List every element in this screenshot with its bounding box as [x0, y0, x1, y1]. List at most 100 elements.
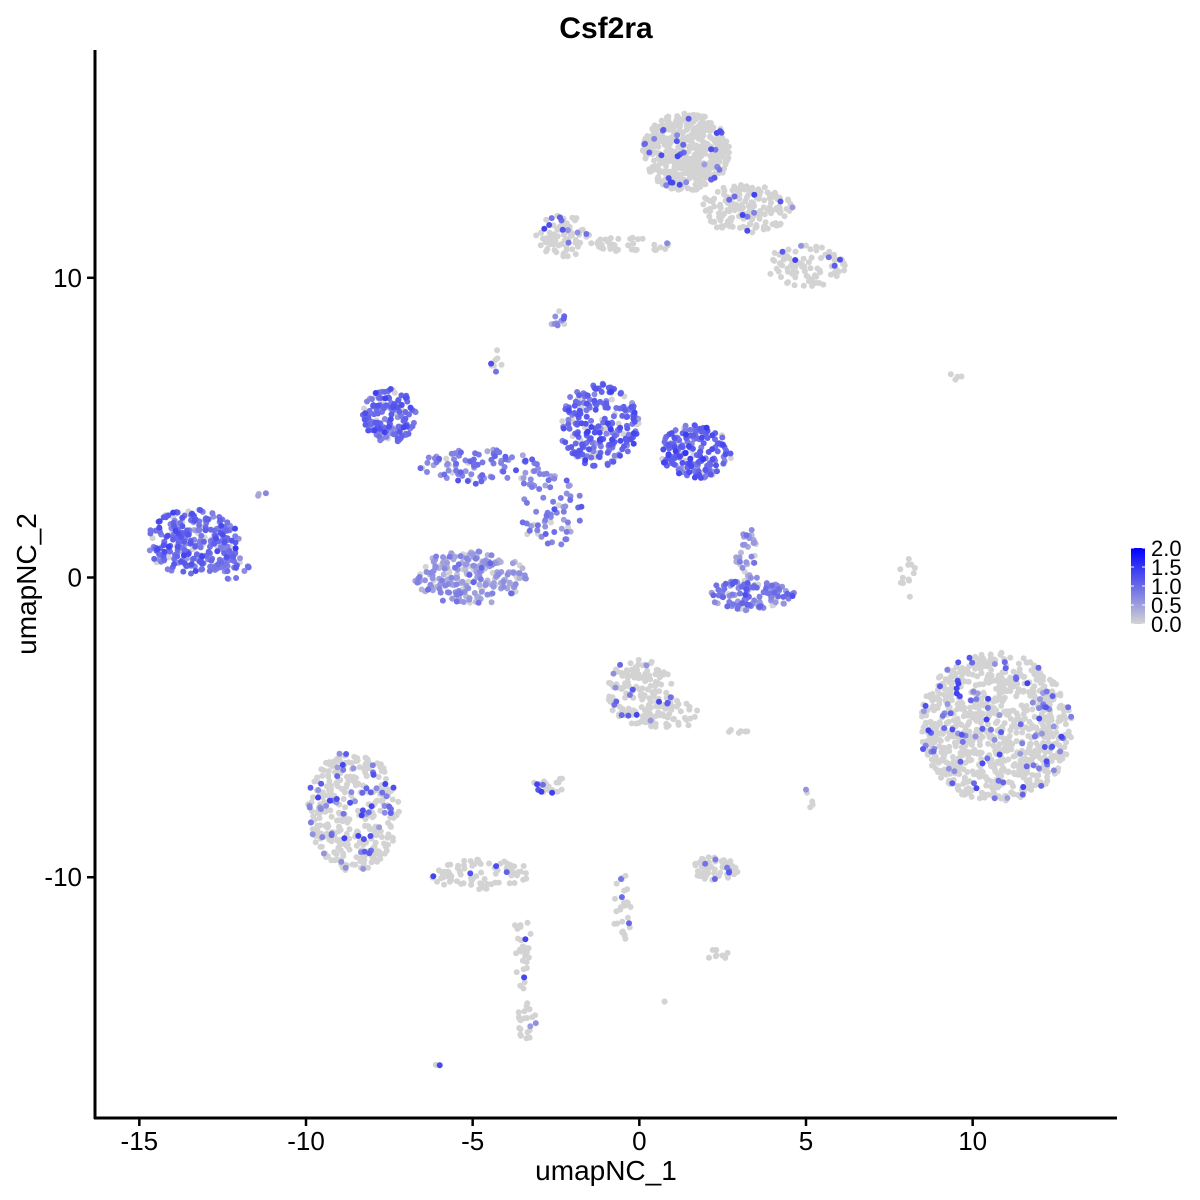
cell-point: [1011, 720, 1018, 727]
cell-point: [383, 776, 389, 782]
cell-point: [517, 1017, 524, 1024]
cell-point: [344, 773, 350, 780]
cell-point: [377, 395, 384, 401]
cell-point: [146, 547, 153, 554]
cell-point: [489, 474, 496, 481]
cell-point: [926, 719, 933, 726]
cell-point: [207, 563, 214, 570]
cell-point: [591, 391, 598, 398]
cell-point: [613, 698, 620, 705]
cell-point: [233, 575, 240, 581]
cell-point: [1009, 683, 1016, 690]
cell-point: [720, 594, 726, 600]
cell-point: [523, 949, 530, 955]
cell-point: [701, 161, 708, 168]
cell-point: [363, 785, 370, 792]
cell-point: [726, 869, 732, 876]
x-tick-label: -5: [461, 1126, 484, 1156]
cell-point: [731, 183, 738, 190]
cell-point: [792, 257, 799, 263]
cell-point: [701, 140, 708, 147]
cell-point: [576, 392, 583, 399]
cell-point: [677, 708, 684, 715]
cell-point: [801, 263, 808, 270]
cell-point: [1031, 713, 1038, 720]
cell-point: [785, 197, 792, 204]
cell-point: [1020, 784, 1027, 790]
cell-point: [479, 472, 486, 479]
cell-point: [1004, 795, 1011, 801]
cell-point: [979, 768, 985, 775]
cell-point: [680, 141, 687, 148]
cell-point: [582, 457, 589, 464]
cell-point: [317, 806, 324, 813]
cell-point: [1005, 769, 1012, 776]
cell-point: [365, 427, 372, 434]
cell-point: [174, 543, 181, 550]
cell-point: [189, 510, 195, 517]
cell-point: [621, 443, 627, 450]
cell-point: [342, 804, 349, 811]
y-axis-ticks: -10 0 10: [44, 263, 95, 892]
cell-point: [381, 803, 388, 809]
cell-point: [699, 855, 705, 862]
cell-point: [1019, 791, 1026, 798]
cell-point: [331, 849, 338, 856]
cell-point: [353, 842, 360, 849]
cell-point: [710, 592, 717, 599]
cell-point: [436, 1062, 443, 1069]
cell-point: [513, 950, 520, 957]
cell-point: [959, 791, 966, 798]
cell-point: [784, 265, 791, 272]
cell-point: [1053, 754, 1060, 761]
cell-point: [968, 757, 975, 763]
cell-point: [554, 788, 561, 795]
cell-point: [983, 782, 990, 789]
cell-point: [574, 431, 581, 438]
cell-point: [554, 322, 561, 329]
cell-point: [369, 762, 376, 769]
cell-point: [985, 740, 992, 747]
cell-point: [318, 766, 325, 773]
cell-point: [527, 1023, 534, 1030]
cell-point: [340, 815, 347, 822]
cell-point: [372, 839, 379, 846]
cell-point: [786, 255, 793, 262]
cell-point: [336, 750, 343, 757]
cell-point: [472, 480, 479, 487]
cell-point: [922, 702, 929, 709]
cell-point: [241, 568, 248, 574]
cell-point: [676, 181, 683, 188]
cell-point: [466, 571, 473, 578]
cell-point: [657, 244, 664, 251]
cell-point: [739, 600, 746, 607]
cell-point: [619, 412, 626, 419]
cell-point: [563, 477, 570, 484]
x-axis-ticks: -15 -10 -5 0 5 10: [121, 1118, 987, 1156]
cell-point: [224, 575, 231, 582]
cell-point: [803, 786, 809, 793]
cell-point: [976, 795, 983, 802]
cell-point: [666, 711, 673, 717]
cell-point: [388, 411, 395, 418]
cell-point: [1049, 693, 1056, 700]
cell-point: [1001, 708, 1007, 715]
cell-point: [486, 860, 493, 867]
cell-point: [617, 452, 623, 459]
cell-point: [998, 767, 1005, 774]
cell-point: [160, 542, 167, 549]
cell-point: [1030, 762, 1037, 769]
cell-point: [1037, 696, 1043, 703]
cell-point: [831, 251, 837, 258]
cell-point: [503, 869, 510, 876]
cell-point: [414, 579, 421, 586]
cell-point: [458, 880, 465, 887]
cell-point: [583, 231, 590, 237]
cell-point: [515, 935, 521, 942]
cell-point: [724, 949, 731, 956]
cell-point: [560, 508, 567, 515]
color-bar: [1131, 548, 1145, 624]
cell-point: [687, 426, 694, 433]
cell-point: [1001, 659, 1008, 666]
cell-point: [457, 469, 464, 476]
